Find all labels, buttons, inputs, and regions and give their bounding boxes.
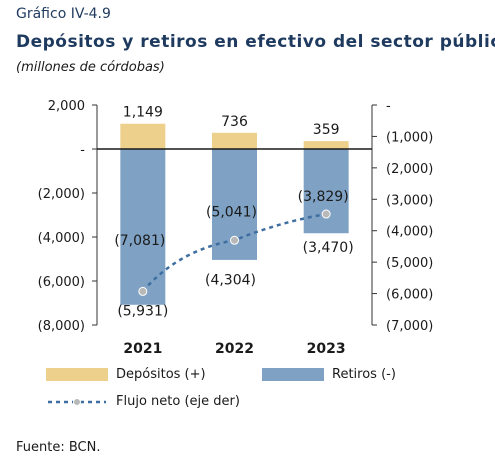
left-tick-label: (8,000) — [38, 319, 85, 334]
legend-item-retiros: Retiros (-) — [262, 367, 396, 382]
right-tick-label: (5,000) — [386, 256, 433, 271]
legend-item-depositos: Depósitos (+) — [46, 367, 206, 382]
flujo-neto-point — [138, 286, 148, 296]
right-tick-label: (4,000) — [386, 225, 433, 240]
category-label: 2022 — [215, 341, 254, 357]
left-tick-label: (2,000) — [38, 187, 85, 202]
legend-label-retiros: Retiros (-) — [332, 367, 396, 382]
data-label-flujo-neto: (3,470) — [303, 240, 354, 256]
legend-swatch-retiros — [262, 368, 324, 381]
bar-line-chart: 2,000 - (2,000) (4,000) (6,000) (8,000) - (1,00… — [38, 99, 434, 357]
right-tick-label: (2,000) — [386, 162, 433, 177]
data-label-flujo-neto: (5,931) — [117, 303, 168, 319]
chart-title: Depósitos y retiros en efectivo del sect… — [16, 32, 495, 52]
bar-retiros — [303, 149, 349, 234]
data-label-depositos: 736 — [221, 114, 248, 130]
data-label-retiros: (3,829) — [298, 189, 349, 205]
bar-depositos — [303, 141, 349, 149]
data-label-retiros: (5,041) — [206, 204, 257, 220]
source-note: Fuente: BCN. — [16, 440, 101, 455]
bar-depositos — [212, 132, 257, 149]
left-tick-label: (4,000) — [38, 231, 85, 246]
left-tick-label: (6,000) — [38, 275, 85, 290]
data-label-depositos: 1,149 — [123, 105, 163, 121]
right-tick-label: (7,000) — [386, 319, 433, 334]
right-tick-label: (6,000) — [386, 288, 433, 303]
legend-line-flujo — [48, 397, 106, 406]
bar-depositos — [120, 123, 166, 149]
legend-item-flujo: Flujo neto (eje der) — [46, 394, 240, 409]
right-tick-label: - — [386, 99, 391, 114]
right-tick-label: (3,000) — [386, 193, 433, 208]
data-label-depositos: 359 — [313, 122, 340, 138]
legend-swatch-depositos — [46, 368, 108, 381]
data-label-flujo-neto: (4,304) — [205, 272, 256, 288]
bar-retiros — [120, 149, 166, 305]
category-label: 2023 — [307, 341, 346, 357]
legend-label-flujo: Flujo neto (eje der) — [116, 394, 240, 409]
right-tick-label: (1,000) — [386, 130, 433, 145]
left-tick-label: 2,000 — [48, 99, 85, 114]
legend-label-depositos: Depósitos (+) — [116, 367, 206, 382]
chart-subtitle: (millones de córdobas) — [16, 60, 165, 75]
flujo-neto-point — [321, 209, 331, 219]
chart-number: Gráfico IV-4.9 — [16, 6, 111, 22]
flujo-neto-point — [230, 235, 239, 245]
data-label-retiros: (7,081) — [114, 233, 165, 249]
left-tick-label: - — [80, 143, 85, 158]
category-label: 2021 — [123, 341, 162, 357]
